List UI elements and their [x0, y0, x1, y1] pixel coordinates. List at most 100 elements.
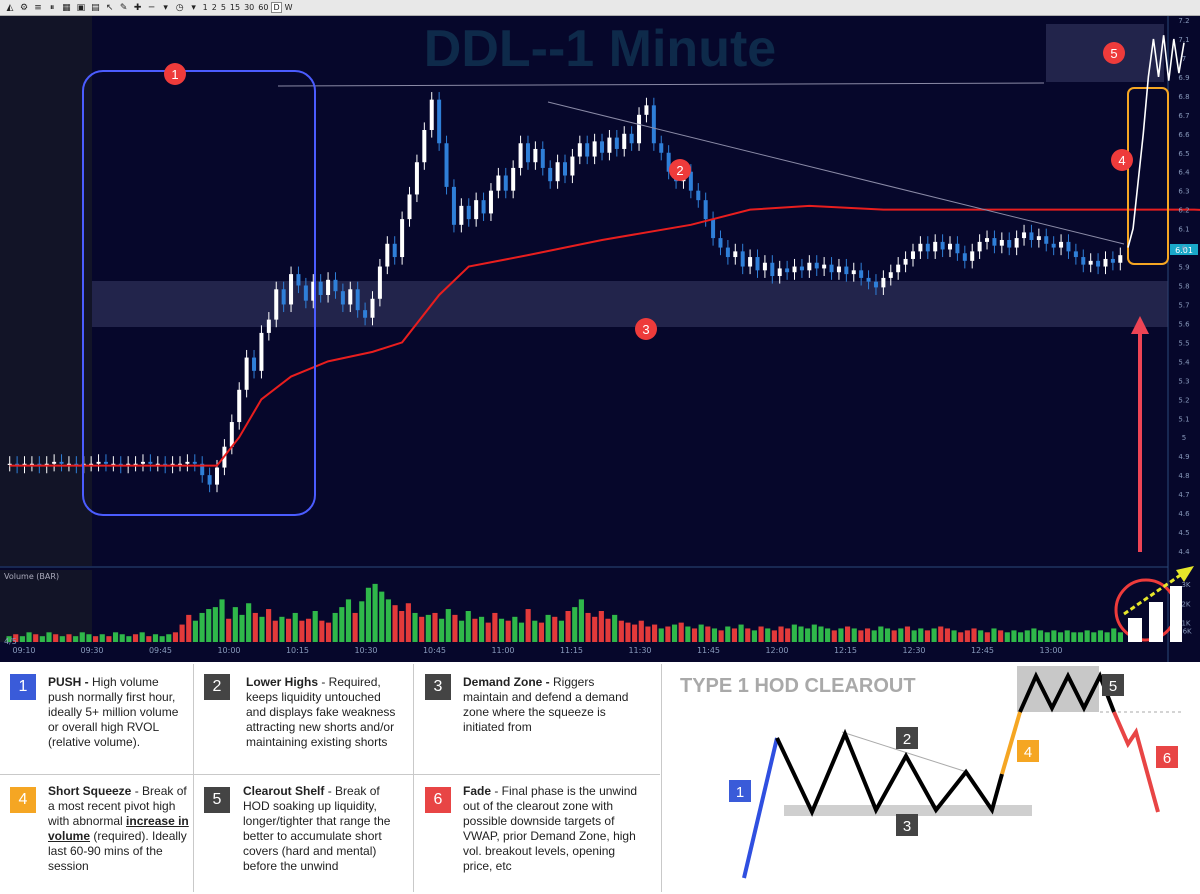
- legend-panel: 1 PUSH - High volume push normally first…: [0, 662, 1200, 894]
- volume-bar: [352, 612, 358, 642]
- candle: [755, 257, 760, 271]
- time-tick: 09:45: [149, 646, 172, 655]
- candle: [348, 289, 353, 305]
- timeframe-icon[interactable]: ◷: [175, 2, 184, 13]
- candle: [355, 289, 360, 311]
- candle: [252, 357, 257, 371]
- volume-bar: [485, 622, 491, 642]
- legend-item-6: Fade - Final phase is the unwind out of …: [463, 784, 638, 873]
- volume-bar: [86, 634, 92, 642]
- timeframe-30[interactable]: 30: [244, 3, 255, 12]
- volume-bar: [871, 630, 877, 642]
- volume-tick: .6K: [1180, 627, 1192, 635]
- volume-bar: [212, 607, 218, 642]
- price-tick: 5.9: [1178, 264, 1189, 272]
- candle: [1007, 239, 1012, 248]
- price-tick: 4.4: [1178, 548, 1190, 556]
- volume-bar: [319, 620, 325, 642]
- volume-bar: [698, 624, 704, 642]
- settings-icon[interactable]: ⚙: [20, 2, 29, 13]
- dropdown-icon[interactable]: ▾: [163, 2, 168, 13]
- layout-icon[interactable]: ▤: [91, 2, 100, 13]
- price-tick: 6: [1182, 245, 1187, 253]
- volume-bar: [878, 626, 884, 642]
- volume-bar: [339, 607, 345, 642]
- candle: [503, 175, 508, 191]
- price-tick: 7.1: [1178, 36, 1189, 44]
- volume-bar: [39, 636, 45, 642]
- candle: [903, 258, 908, 265]
- dropdown-icon[interactable]: ▾: [191, 2, 196, 13]
- candle: [777, 268, 782, 277]
- candle: [785, 268, 790, 273]
- price-tick: 4.7: [1178, 491, 1189, 499]
- cursor-icon[interactable]: ↖: [105, 2, 114, 13]
- candle: [607, 137, 612, 153]
- price-tick: 6.9: [1178, 74, 1189, 82]
- time-tick: 11:45: [697, 646, 720, 655]
- crosshair-icon[interactable]: ✚: [133, 2, 142, 13]
- timeframe-d[interactable]: D: [271, 2, 282, 13]
- candle: [955, 243, 960, 254]
- timeframe-15[interactable]: 15: [229, 3, 241, 12]
- price-tick: 5.3: [1178, 377, 1189, 385]
- timeframe-2[interactable]: 2: [211, 3, 217, 12]
- volume-bar: [525, 609, 531, 642]
- volume-bar: [459, 620, 465, 642]
- volume-bar: [831, 630, 837, 642]
- volume-bar: [798, 626, 804, 642]
- volume-bar: [625, 622, 631, 642]
- chart-background: [0, 16, 1200, 662]
- legend-item-5: Clearout Shelf - Break of HOD soaking up…: [243, 784, 391, 873]
- timeframe-60[interactable]: 60: [258, 3, 269, 12]
- volume-bar: [399, 611, 405, 642]
- candle: [1096, 260, 1101, 267]
- candle: [592, 141, 597, 157]
- chart-icon[interactable]: ◭: [6, 2, 14, 13]
- candle: [873, 281, 878, 288]
- volume-bar: [572, 607, 578, 642]
- volume-bar: [891, 630, 897, 642]
- candle: [910, 251, 915, 259]
- volume-bar: [432, 612, 438, 642]
- candle: [570, 156, 575, 176]
- volume-bar: [172, 632, 179, 642]
- candle: [651, 105, 656, 144]
- time-tick: 09:30: [80, 646, 103, 655]
- volume-bar: [439, 618, 445, 642]
- price-tick: 4.5: [1178, 529, 1189, 537]
- candle: [266, 319, 271, 333]
- current-price-tag: [1170, 244, 1198, 255]
- candle: [140, 461, 145, 464]
- timeframe-w[interactable]: W: [284, 3, 293, 12]
- volume-bar: [159, 636, 165, 642]
- annotation-1: 1: [164, 63, 186, 85]
- list-icon[interactable]: ≡: [34, 2, 42, 13]
- volume-bar: [1004, 632, 1010, 642]
- candle: [511, 167, 516, 191]
- price-chart[interactable]: DDL--1 Minute 6.01 7.2 7.1 7 6.9 6.8 6.7 6.6 6.…: [0, 16, 1200, 662]
- diagram-label-5: 5: [1102, 674, 1124, 696]
- volume-bar: [73, 636, 79, 642]
- candle: [829, 264, 834, 273]
- volume-bar: [964, 630, 970, 642]
- timeframe-5[interactable]: 5: [220, 3, 226, 12]
- line-icon[interactable]: ─: [148, 2, 155, 13]
- premarket-shade-volume: [0, 570, 92, 642]
- timeframe-1[interactable]: 1: [202, 3, 208, 12]
- volume-bar: [592, 616, 598, 642]
- candle: [237, 389, 242, 423]
- legend-item-4: Short Squeeze - Break of a most recent p…: [48, 784, 189, 873]
- volume-bar: [778, 626, 784, 642]
- price-tick: 5: [1182, 434, 1186, 442]
- volume-bar: [312, 611, 318, 642]
- range-line: [775, 728, 1004, 817]
- bars-icon[interactable]: ⏸: [49, 2, 55, 13]
- price-ticks: 7.2 7.1 7 6.9 6.8 6.7 6.6 6.5 6.4 6.3 6.2 6.1 6 5.9 5.…: [1178, 17, 1190, 556]
- window-icon[interactable]: ▣: [76, 2, 86, 13]
- candle: [1044, 236, 1049, 244]
- pen-icon[interactable]: ✎: [119, 2, 128, 13]
- grid-icon[interactable]: ▦: [62, 2, 71, 13]
- volume-bar: [492, 612, 498, 642]
- candle: [533, 148, 538, 163]
